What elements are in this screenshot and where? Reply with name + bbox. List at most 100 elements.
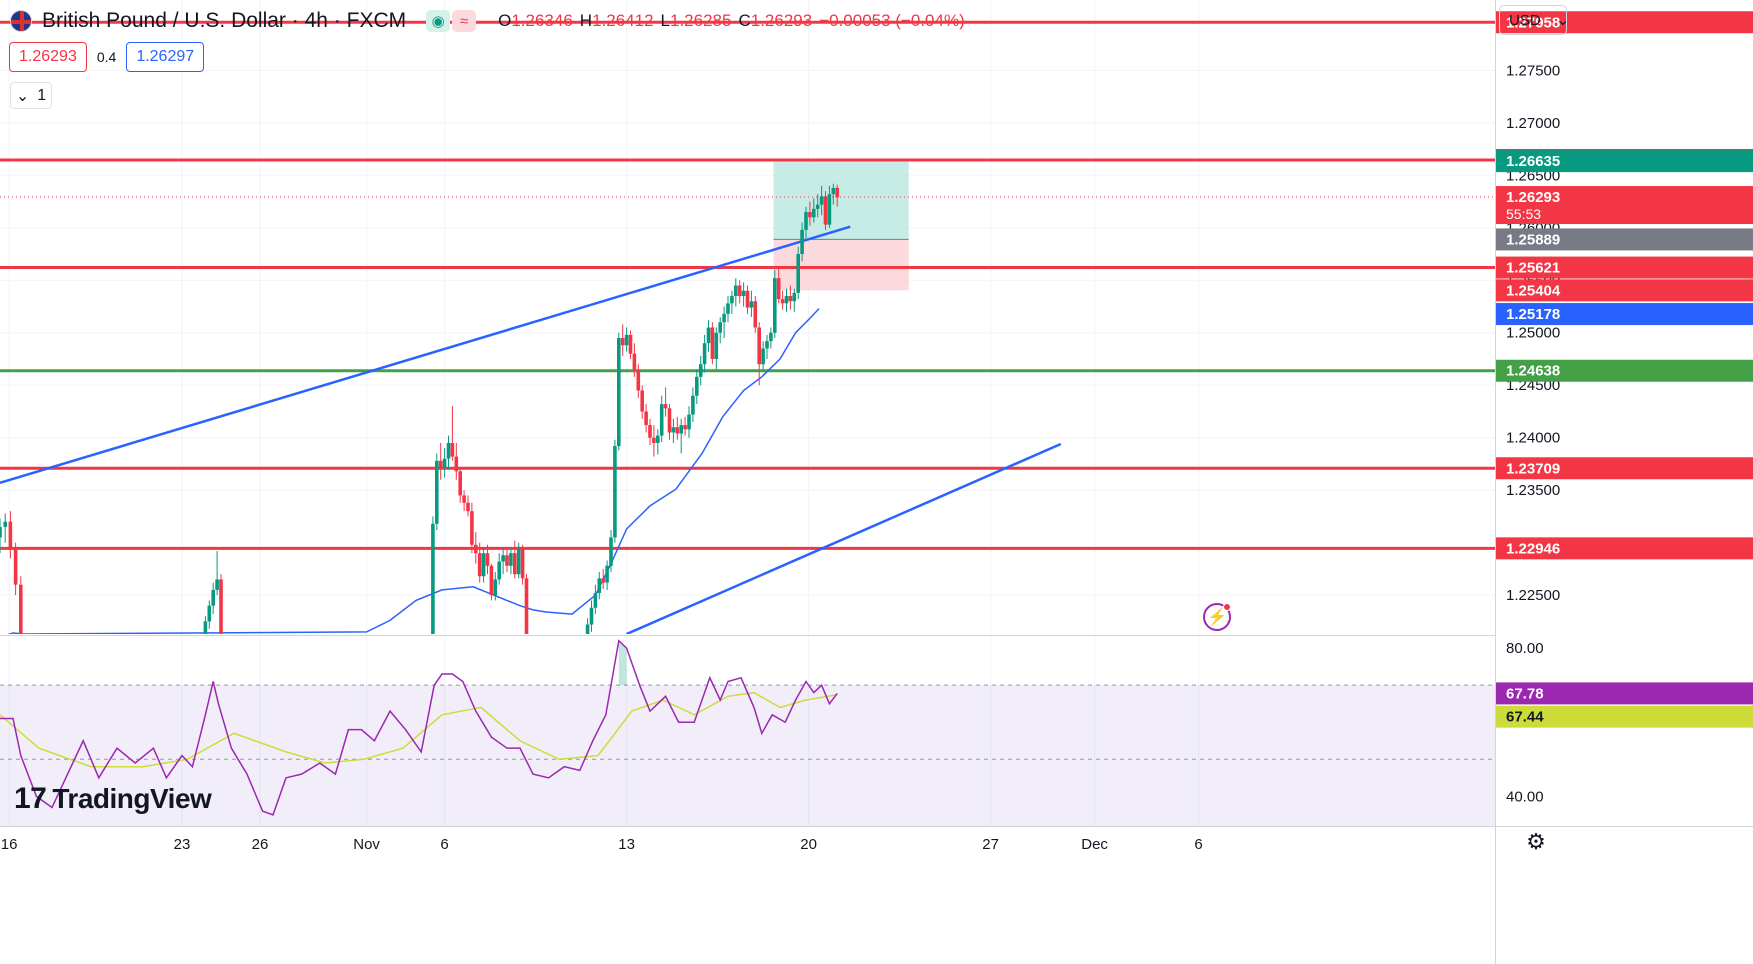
candle bbox=[823, 191, 828, 230]
candle bbox=[831, 183, 836, 205]
candle-body bbox=[207, 605, 212, 622]
candle bbox=[609, 530, 613, 573]
candle-body bbox=[792, 292, 797, 302]
candle bbox=[812, 198, 816, 223]
uk-flag-icon bbox=[10, 10, 32, 32]
level-badge-bg bbox=[1496, 11, 1753, 34]
candle-body bbox=[605, 565, 609, 583]
candle-body bbox=[749, 301, 754, 308]
candle-body bbox=[761, 348, 765, 365]
price-badge-text: 1.25178 bbox=[1506, 306, 1560, 323]
candle bbox=[784, 288, 789, 312]
candle-body bbox=[501, 555, 505, 562]
chevron-down-icon: ⌄ bbox=[1556, 12, 1570, 29]
candle bbox=[19, 576, 23, 634]
candle-body bbox=[458, 471, 462, 496]
candle bbox=[679, 418, 683, 454]
trendline bbox=[626, 442, 1062, 634]
data-status-icon[interactable]: ≈ bbox=[452, 10, 477, 32]
rsi-value-badge: 67.78 bbox=[1496, 682, 1753, 705]
candle bbox=[698, 355, 703, 386]
candle-body bbox=[485, 553, 490, 566]
candle-body bbox=[597, 578, 602, 594]
candle bbox=[745, 285, 750, 314]
candle bbox=[652, 425, 656, 457]
candle bbox=[485, 544, 490, 575]
candle bbox=[474, 532, 478, 564]
rsi-signal-line bbox=[0, 691, 838, 768]
time-tick-label: 13 bbox=[618, 836, 635, 853]
candle-body bbox=[435, 460, 439, 524]
symbol-title[interactable]: British Pound / U.S. Dollar · 4h · FXCM bbox=[42, 9, 407, 32]
candle bbox=[431, 516, 435, 634]
logo-mark: 17 bbox=[14, 782, 47, 815]
candle bbox=[613, 439, 617, 543]
moving-average-line bbox=[7, 308, 820, 634]
candle-body bbox=[663, 404, 668, 409]
candle bbox=[435, 453, 439, 531]
level-badge-bg bbox=[1496, 359, 1753, 382]
market-open-icon[interactable]: ◉ bbox=[426, 10, 451, 32]
candle-body bbox=[827, 194, 832, 225]
candle-body bbox=[730, 296, 734, 304]
candle-body bbox=[3, 521, 7, 527]
sell-button[interactable]: 1.26293 bbox=[9, 42, 87, 72]
candle-body bbox=[481, 553, 486, 577]
trendline bbox=[0, 225, 851, 485]
candle bbox=[691, 387, 695, 422]
rsi-pane bbox=[0, 639, 1495, 826]
candle-body bbox=[203, 621, 208, 634]
candle-body bbox=[636, 369, 641, 391]
candle bbox=[450, 406, 455, 461]
buy-button[interactable]: 1.26297 bbox=[126, 42, 205, 72]
gear-icon[interactable]: ⚙ bbox=[1526, 829, 1546, 854]
price-badge-sub: 55:53 bbox=[1506, 206, 1541, 222]
price-tick-label: 1.22500 bbox=[1506, 587, 1560, 604]
candle bbox=[718, 317, 722, 344]
chart-header: British Pound / U.S. Dollar · 4h · FXCM … bbox=[10, 6, 965, 36]
candle bbox=[710, 322, 715, 365]
rsi-value-badge-text: 67.78 bbox=[1506, 685, 1544, 702]
candle-body bbox=[683, 425, 687, 430]
candle-body bbox=[702, 343, 707, 365]
candle bbox=[466, 495, 470, 517]
candle bbox=[753, 296, 758, 333]
candle-body bbox=[722, 313, 726, 323]
candle bbox=[800, 222, 804, 262]
candle bbox=[776, 267, 781, 304]
rsi-band bbox=[0, 685, 1495, 826]
candle bbox=[804, 206, 808, 241]
candle-body bbox=[593, 593, 598, 608]
indicators-toggle[interactable]: ⌄ 1 bbox=[10, 82, 52, 109]
candle-body bbox=[804, 212, 808, 230]
candle bbox=[737, 280, 742, 304]
level-badge: 1.27958 bbox=[1496, 11, 1753, 34]
alert-bolt-icon[interactable]: ⚡ bbox=[1203, 603, 1231, 631]
candle bbox=[505, 546, 509, 573]
candle bbox=[617, 332, 621, 451]
time-tick-label: 27 bbox=[982, 836, 999, 853]
candle bbox=[497, 553, 501, 585]
candle-body bbox=[800, 229, 804, 255]
candle bbox=[442, 448, 447, 478]
candle bbox=[706, 320, 711, 352]
candle bbox=[796, 246, 800, 300]
logo-text: TradingView bbox=[52, 783, 212, 814]
candle-body bbox=[513, 553, 517, 575]
candle bbox=[203, 616, 208, 634]
candle-body bbox=[714, 332, 719, 359]
candle bbox=[687, 406, 691, 438]
candle-body bbox=[454, 456, 459, 472]
price-pane bbox=[0, 20, 1495, 634]
candle-body bbox=[656, 435, 660, 443]
price-badge-text: 1.26293 bbox=[1506, 189, 1560, 206]
currency-selector[interactable]: USD ⌄ bbox=[1499, 5, 1570, 35]
candle bbox=[769, 327, 773, 349]
candle bbox=[458, 467, 462, 503]
candle-body bbox=[698, 364, 703, 377]
price-badge: 1.25178 bbox=[1496, 303, 1753, 326]
candle bbox=[8, 511, 13, 559]
candle bbox=[741, 282, 746, 307]
high-value: 1.26412 bbox=[592, 11, 654, 30]
